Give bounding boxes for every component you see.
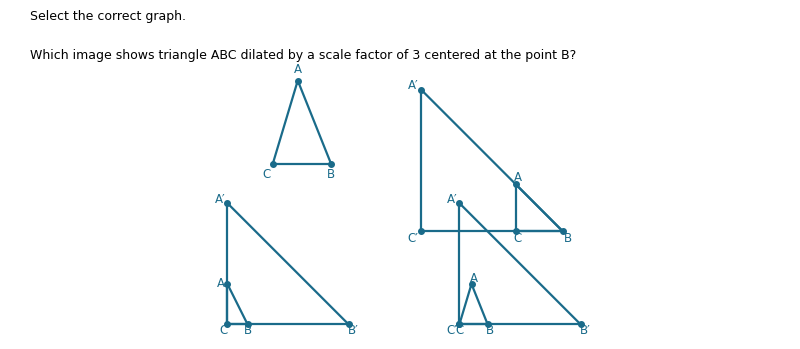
Text: A: A [294,63,302,76]
Text: A: A [218,277,226,290]
Text: Select the correct graph.: Select the correct graph. [30,10,186,23]
Text: A′: A′ [407,79,418,91]
Text: C: C [514,232,522,245]
Text: A′: A′ [214,193,226,206]
Text: B: B [564,232,573,245]
Text: B′: B′ [348,324,359,337]
Text: C: C [219,324,227,337]
Text: C′: C′ [407,232,418,245]
Text: B′: B′ [580,324,591,337]
Text: A′: A′ [446,193,458,206]
Text: C: C [455,324,463,337]
Text: Which image shows triangle ABC dilated by a scale factor of 3 centered at the po: Which image shows triangle ABC dilated b… [30,49,577,62]
Text: B: B [486,324,494,337]
Text: A: A [514,171,522,185]
Text: A: A [470,272,478,285]
Text: B: B [243,324,252,337]
Text: C: C [263,168,271,181]
Text: C′: C′ [446,324,458,337]
Text: B: B [327,168,335,181]
